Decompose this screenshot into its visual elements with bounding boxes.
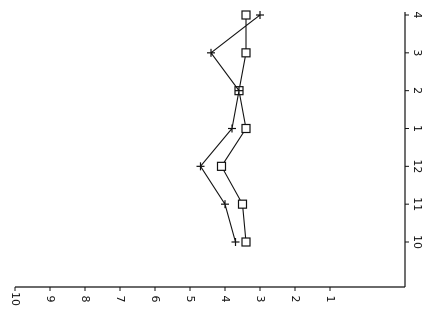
y-tick-label: 9 [44,296,57,303]
data-point-square [237,199,248,209]
data-point-square [241,123,251,134]
x-tick-label: 1 [411,125,424,132]
y-tick-label: 2 [289,296,302,303]
data-point-square [216,161,227,171]
data-point-square [241,10,251,20]
x-tick-label: 3 [411,49,424,56]
x-tick-label: 11 [411,197,424,211]
y-tick-label: 10 [9,292,22,306]
x-tick-label: 12 [411,159,424,173]
y-tick-label: 8 [79,296,92,303]
data-point-square [241,48,251,58]
x-tick-label: 10 [411,235,424,249]
y-tick-label: 6 [149,296,162,303]
data-point-square [241,237,251,247]
y-tick-label: 5 [184,296,197,303]
x-tick-label: 2 [411,87,424,94]
y-tick-label: 3 [254,296,267,303]
y-tick-label: 1 [324,296,337,303]
y-tick-label: 4 [219,296,232,303]
y-tick-label: 7 [114,296,127,303]
x-tick-label: 4 [411,12,424,19]
